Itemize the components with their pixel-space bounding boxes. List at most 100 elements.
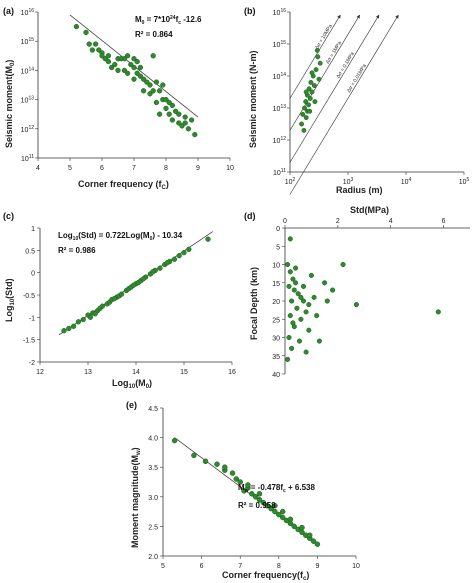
panel-c-y-label: Log10(Std)	[4, 278, 16, 322]
data-point	[301, 127, 307, 133]
y-tick-label: 20	[272, 299, 280, 306]
y-tick-label: 1013	[21, 96, 35, 105]
data-point	[300, 111, 306, 117]
data-point	[298, 294, 304, 300]
data-point	[150, 53, 156, 59]
x-tick-label: 8	[164, 165, 168, 172]
x-tick-label: 105	[459, 177, 470, 186]
stress-drop-line	[289, 14, 360, 131]
panel-a-axes	[37, 12, 230, 159]
y-tick-label: 30	[272, 336, 280, 343]
data-point	[171, 437, 178, 444]
data-point	[287, 313, 293, 319]
data-point	[214, 461, 220, 467]
data-point	[324, 298, 330, 304]
panel-b-axes	[289, 12, 464, 173]
panel-e-y-ticks: 2.0 2.5 3.0 3.5 4.0 4.5	[148, 406, 163, 561]
data-point	[124, 70, 131, 76]
y-tick-label: 10	[272, 263, 280, 270]
data-point	[86, 41, 92, 47]
panel-e-x-ticks: 5 6 7 8 9 10	[161, 556, 360, 570]
data-point	[302, 105, 307, 111]
y-tick-label: 1016	[273, 8, 287, 17]
data-point	[160, 82, 166, 88]
panel-a-y-ticks: 1011 1012 1013 1014 1015 1016	[21, 8, 38, 163]
data-point	[306, 86, 312, 92]
data-point	[249, 491, 255, 497]
data-point	[191, 452, 197, 459]
data-point	[140, 88, 147, 94]
panel-c-x-ticks: 12 13 14 15 16	[36, 362, 236, 376]
data-point	[306, 327, 312, 333]
panel-c-points	[61, 236, 211, 334]
data-point	[300, 283, 307, 289]
data-point	[176, 253, 182, 259]
data-point	[313, 67, 319, 73]
data-point	[89, 47, 96, 53]
data-point	[316, 76, 322, 82]
x-tick-label: 104	[401, 177, 412, 186]
y-tick-label: 0	[31, 271, 35, 278]
data-point	[299, 121, 305, 127]
data-point	[311, 83, 317, 89]
data-point	[314, 541, 321, 547]
data-point	[153, 99, 160, 106]
panel-c: (c) 12 13 14 15 16 -2 -1.5 -1 -0.5 0 0.5 1 Log10(S…	[3, 211, 236, 390]
data-point	[182, 114, 188, 120]
data-point	[134, 58, 140, 65]
data-point	[268, 505, 274, 512]
data-point	[156, 111, 163, 117]
data-point	[290, 276, 296, 282]
panel-e-x-label: Corner frequency(fc)	[222, 570, 309, 582]
data-point	[309, 89, 315, 95]
panel-c-equation: Log10(Std) = 0.722Log(M0) - 10.34	[58, 231, 183, 242]
data-point	[237, 479, 243, 485]
data-point	[153, 79, 160, 85]
data-point	[314, 313, 320, 319]
data-point	[131, 64, 137, 71]
panel-a-r-squared: R² = 0.864	[135, 30, 173, 39]
data-point	[118, 291, 125, 297]
y-tick-label: -1	[29, 315, 35, 322]
panel-a-label: (a)	[3, 6, 14, 16]
data-point	[75, 319, 82, 325]
data-point	[163, 105, 169, 112]
panel-b-x-ticks: 102 103 104 105	[285, 172, 470, 186]
panel-d-label: (d)	[244, 211, 256, 221]
data-point	[299, 524, 305, 531]
x-tick-label: 9	[196, 165, 200, 172]
x-tick-label: 5	[161, 563, 165, 570]
data-point	[279, 508, 286, 515]
data-point	[150, 88, 156, 94]
x-tick-label: 7	[132, 165, 136, 172]
data-point	[124, 53, 131, 59]
data-point	[131, 76, 137, 82]
x-tick-label: 8	[277, 563, 281, 570]
y-tick-label: 1015	[273, 40, 287, 49]
data-point	[279, 514, 286, 521]
y-tick-label: 0.5	[25, 248, 35, 255]
data-point	[185, 126, 192, 132]
panel-a-equation: M0 = 7*1024fc -12.6	[135, 15, 202, 26]
x-tick-label: 6	[100, 165, 104, 172]
data-point	[264, 502, 270, 509]
panel-a-x-label: Corner frequency (fC)	[78, 179, 169, 191]
x-tick-label: 6	[200, 563, 204, 570]
y-tick-label: 5	[276, 244, 280, 251]
data-point	[303, 349, 309, 355]
y-tick-label: 4.5	[148, 406, 158, 413]
y-tick-label: -1.5	[23, 338, 35, 345]
data-point	[291, 287, 297, 293]
data-point	[315, 54, 321, 60]
data-point	[291, 523, 297, 530]
y-tick-label: 2.0	[148, 554, 158, 561]
data-point	[137, 64, 144, 71]
data-point	[171, 256, 178, 262]
panel-d-points	[285, 236, 441, 362]
panel-e-r-squared: R² = 0.958	[238, 501, 276, 510]
x-tick-label: 12	[36, 369, 44, 376]
panel-e-axes	[162, 408, 356, 557]
y-tick-label: 1013	[273, 104, 287, 113]
data-point	[300, 298, 307, 304]
data-point	[241, 488, 247, 494]
